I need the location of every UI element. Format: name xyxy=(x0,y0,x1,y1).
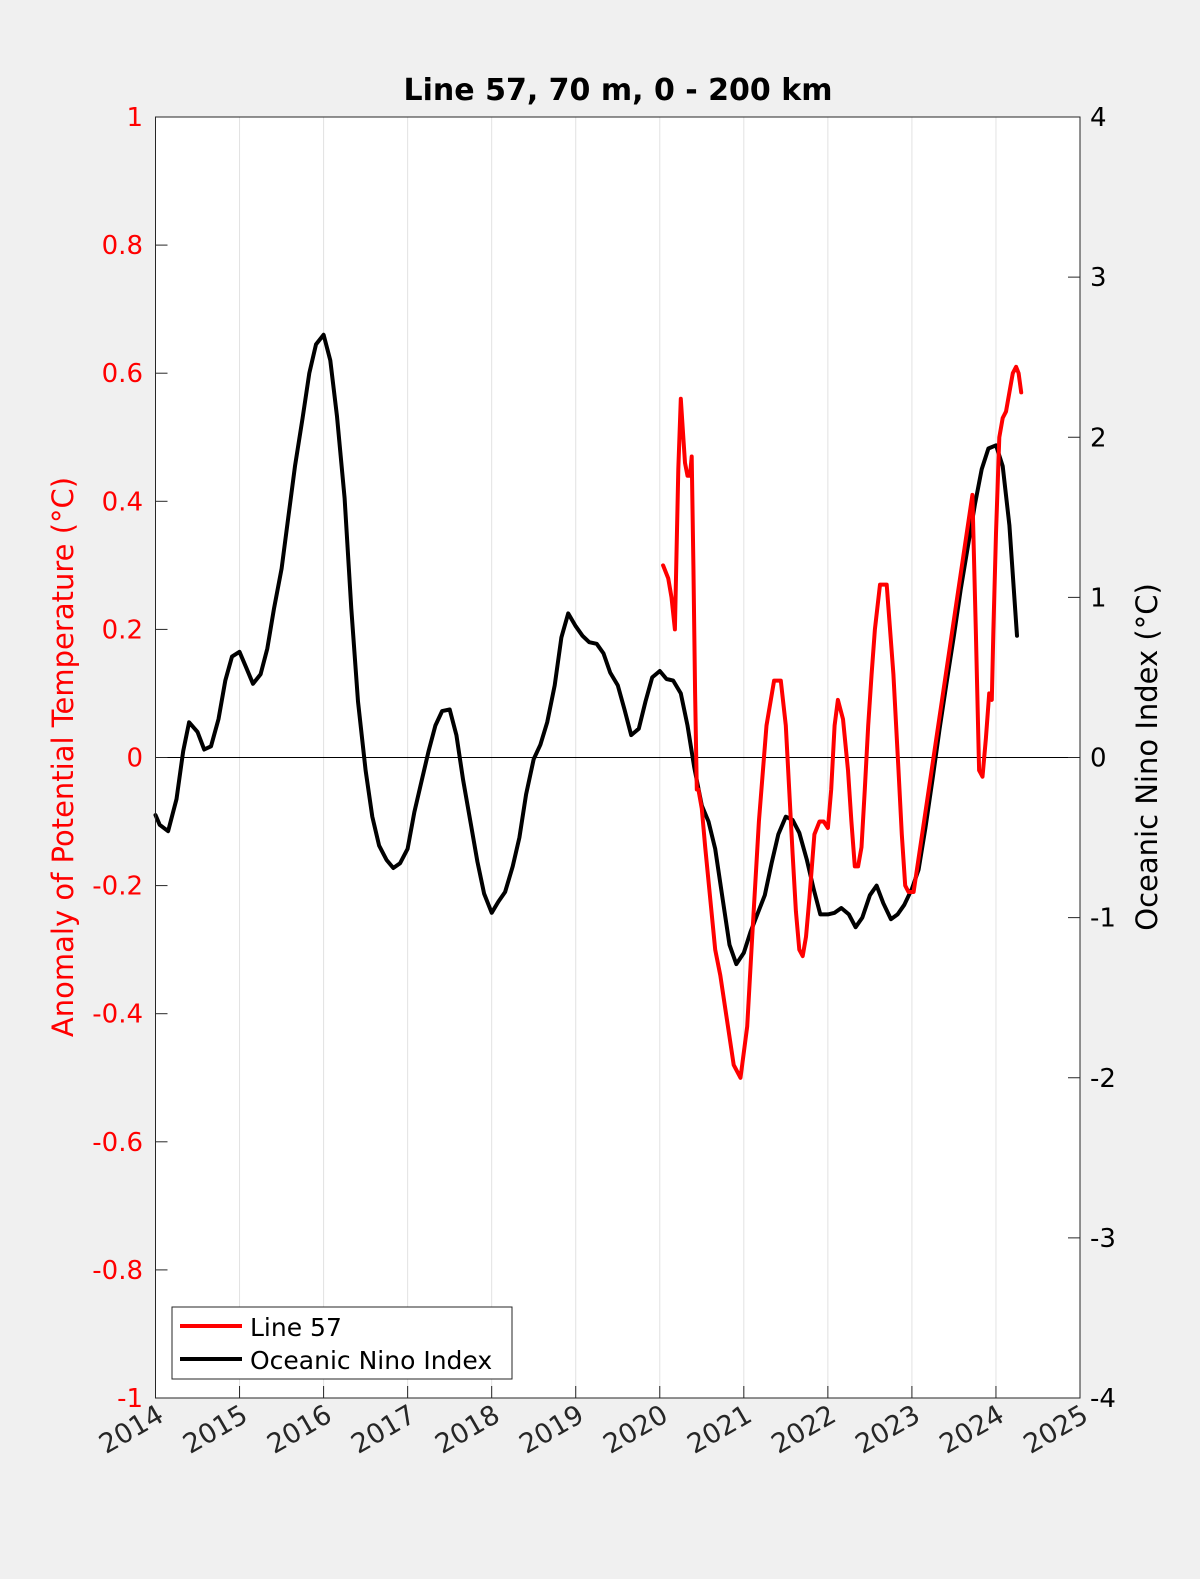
right-tick-label: -3 xyxy=(1090,1224,1116,1254)
right-tick-label: 0 xyxy=(1090,744,1107,774)
x-tick-label: 2017 xyxy=(346,1399,421,1460)
chart-title: Line 57, 70 m, 0 - 200 km xyxy=(404,73,833,108)
legend: Line 57 Oceanic Nino Index xyxy=(171,1306,513,1380)
x-tick-label: 2022 xyxy=(766,1399,841,1460)
left-tick-label: 0.4 xyxy=(102,487,143,517)
left-axis-ticks: 1 0.8 0.6 0.4 0.2 0 -0.2 -0.4 -0.6 -0.8 -1 xyxy=(92,103,168,1414)
left-tick-label: -0.8 xyxy=(92,1256,143,1286)
series-layer xyxy=(153,332,1024,1080)
legend-box xyxy=(171,1306,513,1380)
series-line-oni xyxy=(153,332,1019,967)
legend-label-line57: Line 57 xyxy=(250,1313,342,1342)
right-tick-label: 4 xyxy=(1090,103,1107,133)
left-axis-label: Anomaly of Potential Temperature (°C) xyxy=(46,477,80,1037)
left-tick-label: 0.2 xyxy=(102,615,143,645)
x-tick-label: 2018 xyxy=(430,1399,505,1460)
x-tick-label: 2019 xyxy=(514,1399,589,1460)
x-tick-label: 2024 xyxy=(934,1399,1009,1460)
right-tick-label: -1 xyxy=(1090,904,1116,934)
right-axis-label: Oceanic Nino Index (°C) xyxy=(1130,583,1164,931)
right-tick-label: -2 xyxy=(1090,1064,1116,1094)
x-tick-label: 2025 xyxy=(1018,1399,1093,1460)
left-tick-label: -0.2 xyxy=(92,872,143,902)
left-tick-label: 0.8 xyxy=(102,231,143,261)
left-tick-label: -0.4 xyxy=(92,1000,143,1030)
left-tick-label: 1 xyxy=(126,103,143,133)
x-tick-label: 2023 xyxy=(850,1399,925,1460)
left-tick-label: 0 xyxy=(126,744,143,774)
x-tick-label: 2020 xyxy=(598,1399,673,1460)
right-tick-label: -4 xyxy=(1090,1384,1116,1414)
x-tick-label: 2021 xyxy=(682,1399,757,1460)
left-tick-label: -1 xyxy=(117,1384,143,1414)
legend-label-oni: Oceanic Nino Index xyxy=(250,1346,492,1375)
x-tick-label: 2015 xyxy=(178,1399,253,1460)
left-tick-label: -0.6 xyxy=(92,1128,143,1158)
series-line-line57 xyxy=(661,364,1024,1080)
right-axis-ticks: 4 3 2 1 0 -1 -2 -3 -4 xyxy=(1068,103,1116,1414)
left-tick-label: 0.6 xyxy=(102,359,143,389)
right-tick-label: 2 xyxy=(1090,423,1107,453)
x-tick-label: 2016 xyxy=(262,1399,337,1460)
right-tick-label: 1 xyxy=(1090,583,1107,613)
right-tick-label: 3 xyxy=(1090,263,1107,293)
